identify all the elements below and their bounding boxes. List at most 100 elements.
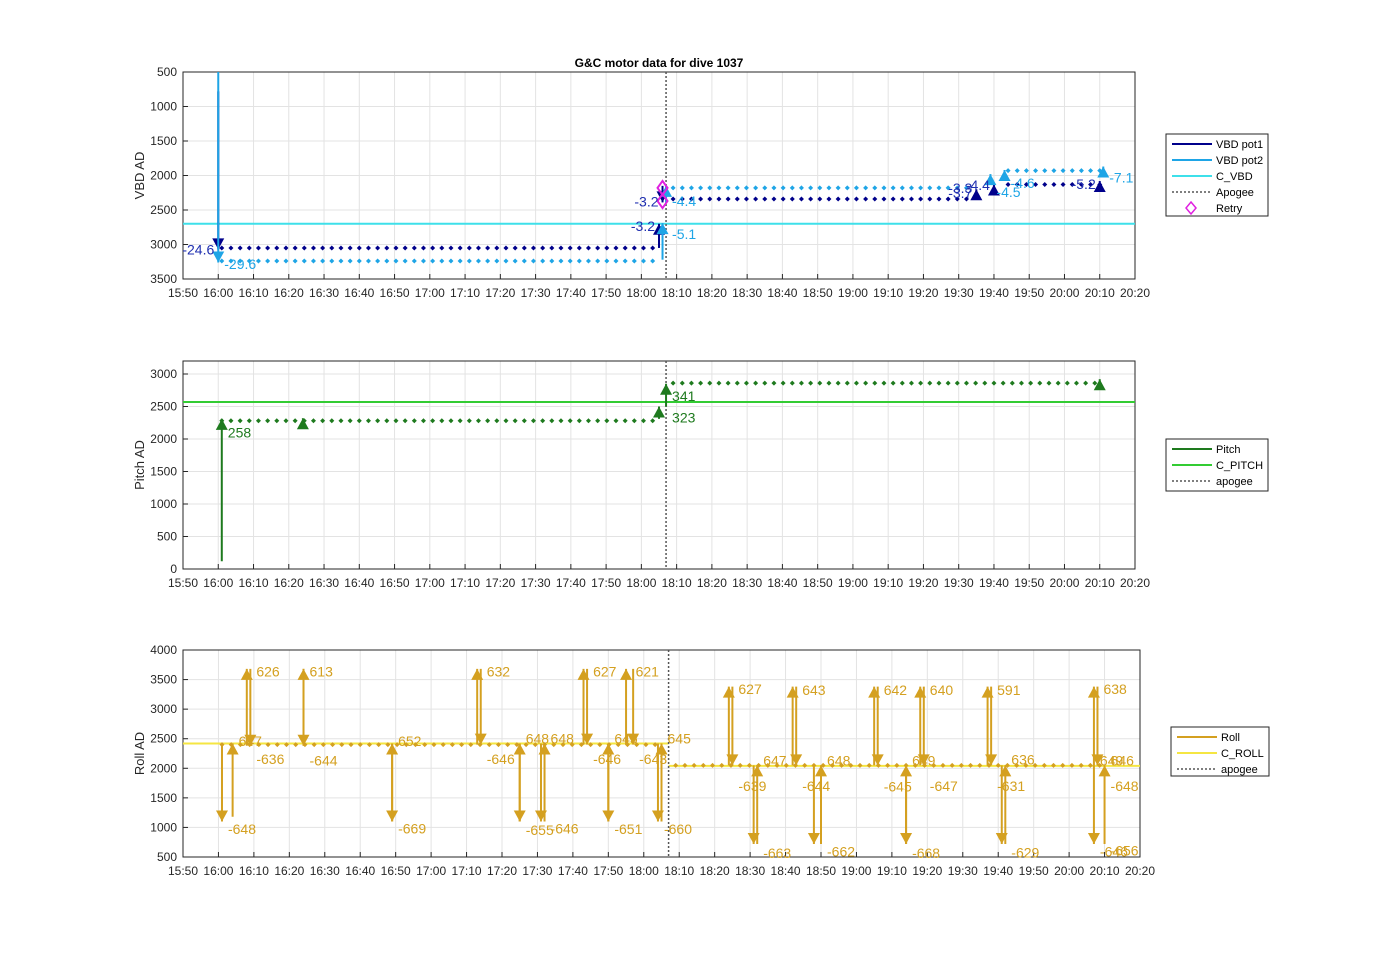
x-tick-label: 17:40 [556,576,586,590]
data-dot [486,742,492,748]
arrow-head [987,184,1000,196]
data-label: -668 [912,845,940,861]
data-dot [808,185,814,191]
data-dot [384,245,390,251]
data-dot [1078,168,1084,174]
y-tick-label: 2500 [150,203,177,217]
arrow-head [215,418,228,430]
data-dot [466,245,472,251]
data-dot [640,418,646,424]
x-tick-label: 17:00 [416,864,446,878]
data-dot [549,258,555,264]
data-dot [679,380,685,386]
data-dot [1014,181,1020,187]
axes-frame [182,649,1141,858]
x-tick-label: 17:00 [415,286,445,300]
data-dot [688,196,694,202]
retry-marker [656,192,669,210]
y-tick-label: 1500 [150,791,177,805]
data-dot [402,418,408,424]
data-dot [439,258,445,264]
arrow-head [226,743,239,755]
data-label: -4.4 [672,193,696,209]
data-dot [503,245,509,251]
data-dot [521,258,527,264]
data-dot [292,258,298,264]
data-dot [385,742,391,748]
data-dot [826,380,832,386]
data-label: 648 [827,753,851,769]
data-label: 648 [551,731,575,747]
data-dot [789,185,795,191]
data-dot [1060,762,1066,768]
data-label: -639 [738,778,766,794]
data-dot [376,742,382,748]
data-dot [826,196,832,202]
data-dot [255,258,261,264]
data-dot [765,762,771,768]
data-dot [320,258,326,264]
legend-label: C_PITCH [1216,460,1263,472]
x-tick-label: 18:10 [662,286,692,300]
data-dot [762,196,768,202]
x-tick-label: 16:00 [203,576,233,590]
data-dot [881,380,887,386]
x-tick-label: 20:00 [1049,576,1079,590]
data-dot [622,245,628,251]
x-tick-label: 17:40 [556,286,586,300]
data-dot [631,245,637,251]
data-dot [899,380,905,386]
data-dot [228,245,234,251]
x-tick-label: 19:20 [908,286,938,300]
data-dot [576,258,582,264]
data-dot [595,418,601,424]
data-dot [393,258,399,264]
legend-label: C_VBD [1216,171,1253,183]
data-dot [411,245,417,251]
data-dot [848,762,854,768]
data-dot [356,245,362,251]
data-dot [567,245,573,251]
data-dot [995,762,1001,768]
data-label: 652 [398,733,422,749]
data-dot [839,762,845,768]
data-dot [420,245,426,251]
data-dot [514,742,520,748]
legend-label: Roll [1221,732,1240,744]
data-label: 621 [636,663,660,679]
data-dot [228,258,234,264]
x-tick-label: 20:10 [1085,286,1115,300]
arrow-head [212,251,225,263]
data-dot [338,418,344,424]
data-dot [682,762,688,768]
data-label: 626 [256,663,280,679]
data-dot [1088,181,1094,187]
data-dot [551,742,557,748]
data-dot [771,196,777,202]
data-dot [973,380,979,386]
data-dot [798,380,804,386]
data-dot [237,245,243,251]
data-dot [256,742,262,748]
data-dot [881,196,887,202]
data-dot [927,196,933,202]
data-dot [228,418,234,424]
data-dot [366,742,372,748]
data-dot [927,380,933,386]
data-dot [1041,762,1047,768]
data-dot [430,245,436,251]
data-dot [301,245,307,251]
data-dot [1023,762,1029,768]
data-dot [292,418,298,424]
data-label: -29.6 [224,256,256,272]
data-dot [1028,380,1034,386]
data-dot [338,245,344,251]
data-dot [310,245,316,251]
y-tick-label: 3500 [150,272,177,286]
data-dot [963,380,969,386]
y-axis-label: Roll AD [132,732,147,775]
x-tick-label: 17:30 [521,286,551,300]
data-label: 636 [1011,751,1035,767]
data-dot [530,245,536,251]
data-label: 643 [802,682,826,698]
